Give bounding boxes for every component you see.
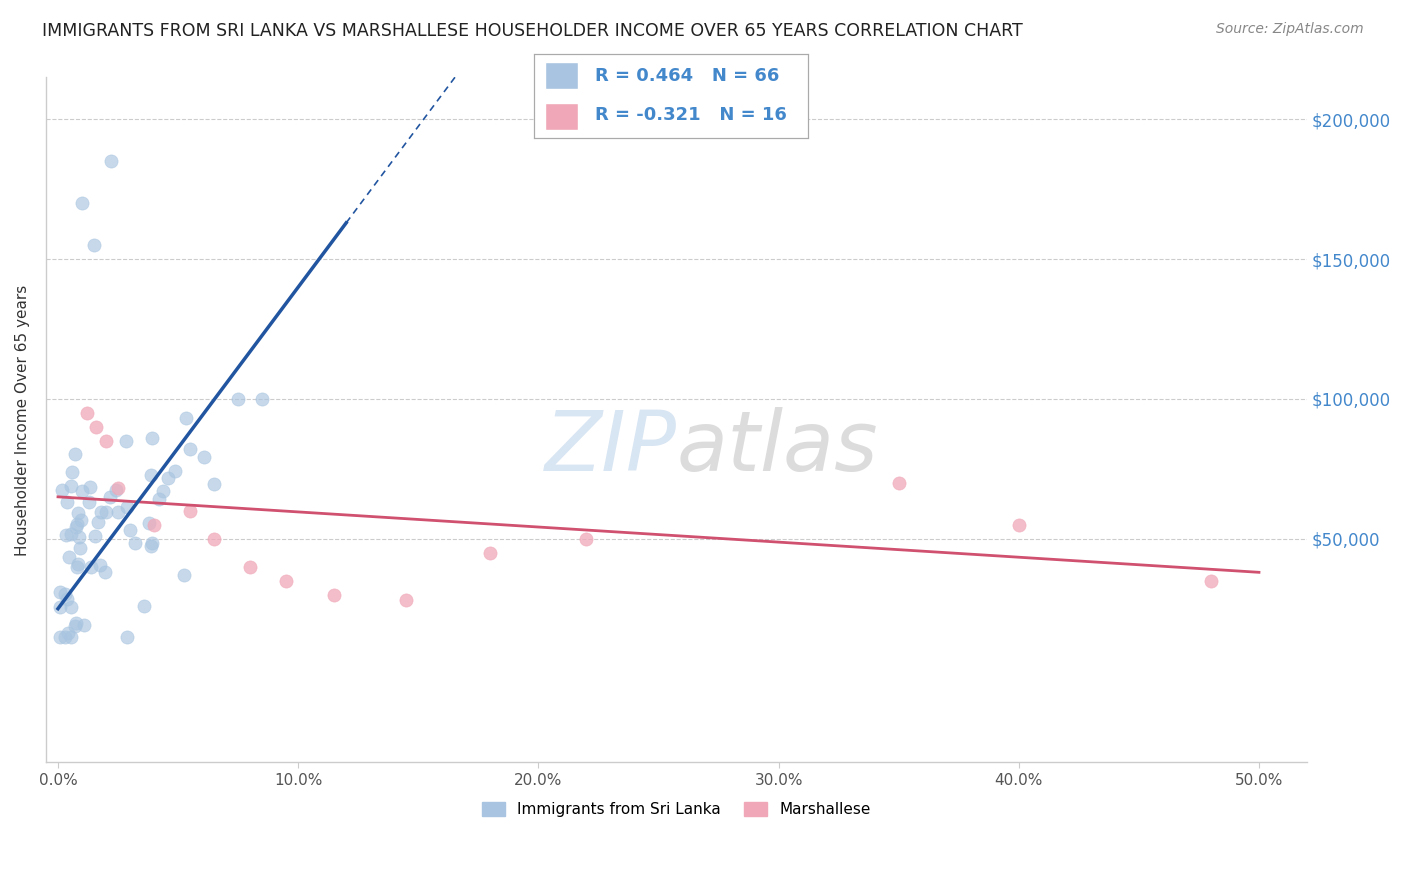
Point — [323, 588, 346, 602]
Point — [49, 585, 72, 599]
Text: Source: ZipAtlas.com: Source: ZipAtlas.com — [1216, 22, 1364, 37]
Point — [90, 505, 112, 519]
Point — [79, 480, 101, 494]
Text: R = 0.464   N = 66: R = 0.464 N = 66 — [595, 68, 779, 86]
Point — [70, 513, 93, 527]
Point — [141, 431, 163, 445]
Point — [100, 491, 122, 505]
Point — [65, 519, 87, 533]
Point — [1199, 574, 1222, 588]
Point — [139, 467, 162, 482]
Point — [60, 465, 83, 479]
Point — [202, 532, 225, 546]
Point — [163, 464, 186, 478]
Point — [60, 478, 83, 492]
Y-axis label: Householder Income Over 65 years: Householder Income Over 65 years — [15, 285, 30, 556]
Point — [104, 483, 127, 497]
Point — [66, 557, 89, 571]
Point — [276, 574, 298, 588]
Point — [193, 450, 215, 464]
Point — [53, 587, 76, 601]
Point — [138, 516, 160, 531]
Point — [67, 530, 90, 544]
Point — [94, 434, 117, 448]
Point — [1008, 517, 1031, 532]
Point — [479, 546, 502, 560]
Point — [49, 630, 72, 644]
Point — [66, 516, 89, 531]
Point — [173, 568, 195, 582]
Point — [226, 392, 249, 406]
Text: atlas: atlas — [676, 407, 879, 488]
Point — [107, 505, 129, 519]
Point — [69, 541, 91, 556]
Point — [72, 484, 94, 499]
Point — [107, 482, 129, 496]
Point — [76, 406, 98, 420]
Point — [53, 630, 76, 644]
Point — [70, 196, 93, 211]
Point — [65, 447, 87, 461]
Point — [59, 630, 82, 644]
Point — [96, 505, 118, 519]
Point — [73, 618, 96, 632]
Point — [83, 238, 105, 252]
Point — [65, 619, 87, 633]
Point — [94, 565, 117, 579]
Point — [60, 600, 83, 615]
Point — [86, 420, 108, 434]
Point — [56, 495, 79, 509]
Point — [118, 523, 141, 537]
Point — [139, 539, 162, 553]
Point — [134, 599, 156, 614]
Point — [49, 599, 72, 614]
Point — [77, 495, 100, 509]
Point — [156, 471, 179, 485]
Point — [80, 559, 103, 574]
Text: ZIP: ZIP — [544, 407, 676, 488]
Point — [179, 504, 201, 518]
Point — [114, 434, 136, 449]
Point — [100, 154, 122, 169]
Point — [66, 559, 89, 574]
Point — [143, 517, 166, 532]
Point — [202, 477, 225, 491]
Point — [250, 392, 273, 406]
Point — [51, 483, 73, 498]
Point — [141, 535, 163, 549]
Point — [395, 593, 418, 607]
Point — [66, 507, 89, 521]
Point — [89, 558, 111, 572]
Text: IMMIGRANTS FROM SRI LANKA VS MARSHALLESE HOUSEHOLDER INCOME OVER 65 YEARS CORREL: IMMIGRANTS FROM SRI LANKA VS MARSHALLESE… — [42, 22, 1024, 40]
FancyBboxPatch shape — [546, 62, 578, 89]
Point — [117, 500, 139, 514]
Text: R = -0.321   N = 16: R = -0.321 N = 16 — [595, 105, 786, 123]
Legend: Immigrants from Sri Lanka, Marshallese: Immigrants from Sri Lanka, Marshallese — [477, 796, 877, 823]
Point — [115, 630, 138, 644]
Point — [124, 536, 146, 550]
Point — [58, 550, 80, 565]
Point — [575, 532, 598, 546]
Point — [87, 515, 110, 529]
Point — [56, 591, 79, 606]
Point — [152, 484, 174, 499]
Point — [179, 442, 201, 457]
Point — [239, 559, 262, 574]
Point — [174, 410, 197, 425]
Point — [148, 491, 170, 506]
Point — [60, 527, 83, 541]
Point — [55, 527, 77, 541]
Point — [887, 475, 910, 490]
Point — [56, 626, 79, 640]
Point — [84, 529, 107, 543]
FancyBboxPatch shape — [546, 103, 578, 130]
Point — [65, 615, 87, 630]
